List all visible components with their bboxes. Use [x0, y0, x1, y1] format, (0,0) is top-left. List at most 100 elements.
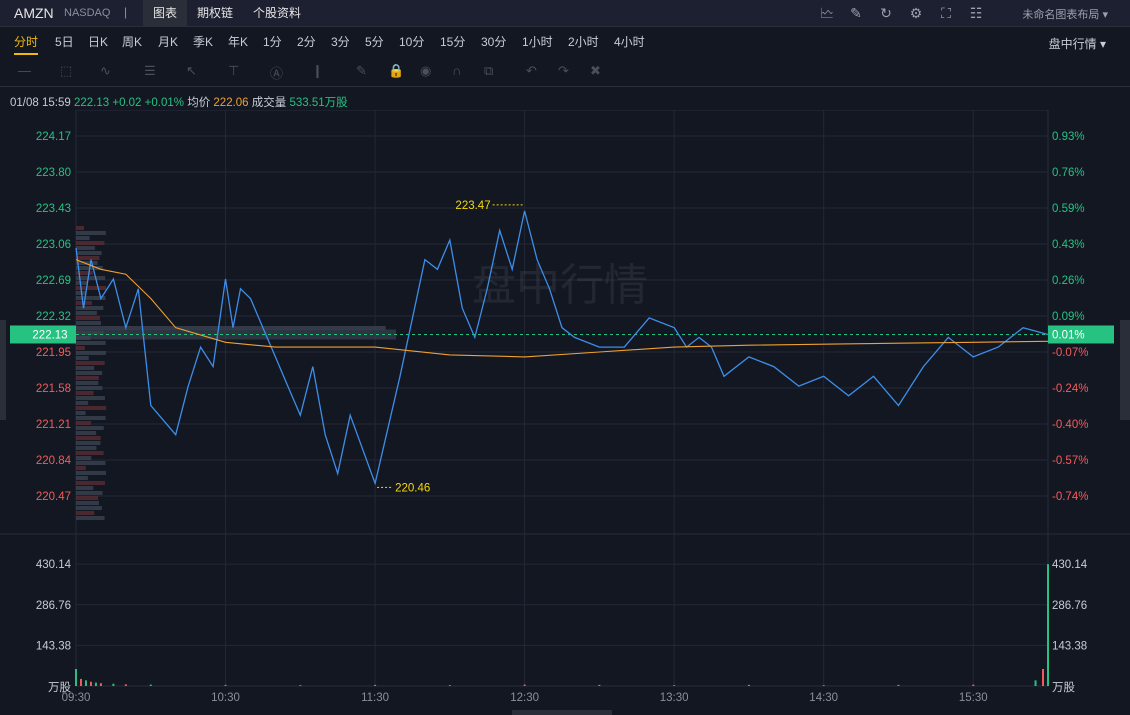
interval-tab[interactable]: 1分: [263, 35, 282, 49]
bottom-panel-handle[interactable]: [512, 710, 612, 715]
pct-tick: -0.40%: [1052, 419, 1088, 431]
interval-tab[interactable]: 季K: [193, 35, 214, 49]
market-session-selector[interactable]: 盘中行情 ▾: [1049, 35, 1106, 52]
interval-tab[interactable]: 10分: [399, 35, 425, 49]
line-tool-icon[interactable]: —: [18, 63, 31, 78]
volume-profile-bar: [76, 471, 106, 475]
lock-icon[interactable]: 🔒: [388, 63, 405, 78]
current-pct-badge: [1048, 325, 1114, 344]
grid-layout-icon[interactable]: ☷: [969, 5, 983, 21]
volume-bar: [94, 682, 97, 686]
current-price-badge-text: 222.13: [32, 329, 67, 341]
volume-bar: [84, 680, 87, 686]
arrow-tool-icon[interactable]: ↖: [186, 63, 197, 78]
volume-profile-bar: [76, 476, 88, 480]
left-panel-handle[interactable]: [0, 320, 6, 420]
price-line: [75, 210, 1049, 486]
market-session-label: 盘中行情: [1048, 37, 1097, 51]
volume-tick: 143.38: [1052, 640, 1087, 652]
volume-profile-bar: [76, 276, 106, 280]
interval-tab[interactable]: 日K: [88, 35, 109, 49]
current-price-badge: [10, 325, 76, 344]
volume-bar: [99, 683, 102, 686]
symbol-label[interactable]: AMZN: [14, 5, 54, 21]
time-tick: 10:30: [211, 692, 240, 704]
pct-tick: -0.24%: [1052, 383, 1088, 395]
eye-icon[interactable]: ◉: [420, 63, 432, 78]
interval-tab[interactable]: 15分: [440, 35, 466, 49]
interval-tab[interactable]: 分时: [14, 33, 39, 55]
avg-price-value: 222.06: [213, 97, 249, 109]
redo-icon[interactable]: ↷: [558, 63, 569, 78]
price-tick: 222.69: [36, 275, 71, 287]
tab-chart[interactable]: 图表: [143, 0, 188, 26]
price-tick: 223.80: [36, 167, 71, 179]
trash-icon[interactable]: ✖: [590, 63, 601, 78]
volume-profile-bar: [76, 511, 95, 515]
interval-tab[interactable]: 5分: [365, 35, 384, 49]
interval-tab[interactable]: 2分: [297, 35, 316, 49]
pct-tick: 0.59%: [1052, 203, 1085, 215]
copy-icon[interactable]: ⧉: [484, 63, 494, 78]
price-tick: 222.32: [36, 311, 71, 323]
interval-tab[interactable]: 2小时: [568, 35, 599, 49]
current-pct-badge-text: 0.01%: [1052, 329, 1085, 341]
layout-selector[interactable]: 未命名图表布局 ▾: [1022, 6, 1108, 22]
tab-stock-profile[interactable]: 个股资料: [253, 6, 302, 20]
interval-tab[interactable]: 周K: [122, 35, 143, 49]
right-panel-handle[interactable]: [1120, 320, 1130, 420]
interval-tab[interactable]: 30分: [481, 35, 507, 49]
quote-info-bar: 01/08 15:59 222.13 +0.02 +0.01% 均价 222.0…: [10, 94, 348, 110]
pct-tick: 0.76%: [1052, 167, 1085, 179]
interval-tab[interactable]: 年K: [228, 35, 249, 49]
pct-tick: -0.07%: [1052, 347, 1088, 359]
volume-tick: 430.14: [1052, 559, 1088, 571]
price-tick: 224.17: [36, 131, 71, 143]
interval-tab[interactable]: 5日: [55, 35, 74, 49]
refresh-icon[interactable]: ↻: [880, 5, 892, 21]
draw-icon[interactable]: ✎: [850, 5, 862, 21]
volume-profile-bar: [76, 466, 86, 470]
magnet-icon[interactable]: ∩: [452, 63, 462, 78]
volume-bar: [1047, 564, 1049, 686]
volume-profile-bar: [76, 246, 95, 250]
undo-icon[interactable]: ↶: [526, 63, 537, 78]
price-tick: 223.06: [36, 239, 71, 251]
time-tick: 15:30: [959, 692, 988, 704]
measure-tool-icon[interactable]: ⊤: [228, 63, 240, 78]
pattern-tool-icon[interactable]: ∿: [100, 63, 111, 78]
chevron-down-icon: ▾: [1099, 37, 1106, 51]
volume-profile-bar: [76, 376, 99, 380]
volume-bar: [598, 684, 601, 686]
volume-unit: 万股: [1052, 681, 1075, 694]
price-tick: 221.21: [36, 419, 71, 431]
tab-options-chain[interactable]: 期权链: [197, 6, 234, 20]
volume-profile-bar: [76, 386, 103, 390]
volume-bar: [1034, 680, 1037, 686]
text-tool-icon[interactable]: Ⓐ: [270, 66, 284, 81]
volume-profile-bar: [76, 329, 396, 340]
interval-tab[interactable]: 3分: [331, 35, 350, 49]
brush-tool-icon[interactable]: ✎: [356, 63, 367, 78]
rectangle-tool-icon[interactable]: ⬚: [60, 63, 73, 78]
volume-bar: [1042, 669, 1045, 686]
volume-profile-bar: [76, 461, 106, 465]
interval-tab[interactable]: 1小时: [522, 35, 553, 49]
fullscreen-icon[interactable]: ⛶: [941, 5, 951, 21]
intraday-chart[interactable]: 盘中行情 224.17 0.93%223.80 0.76%223.43 0.59%22…: [0, 110, 1130, 714]
fib-tool-icon[interactable]: ☰: [144, 63, 156, 78]
volume-profile-bar: [76, 361, 105, 365]
volume-profile-bar: [76, 486, 94, 490]
interval-tab[interactable]: 月K: [158, 35, 179, 49]
volume-bar: [897, 684, 900, 686]
settings-icon[interactable]: ⚙: [909, 5, 923, 21]
chart-type-icon[interactable]: 🗠: [819, 5, 835, 21]
chart-frame: [75, 110, 1049, 687]
volume-unit: 万股: [48, 681, 71, 694]
volume-profile-bar: [76, 506, 102, 510]
volume-profile-bar: [76, 281, 88, 285]
indicator-tool-icon[interactable]: ❙: [312, 63, 323, 78]
volume-bar: [89, 681, 92, 686]
interval-tab[interactable]: 4小时: [614, 35, 645, 49]
volume-profile-bar: [76, 241, 105, 245]
